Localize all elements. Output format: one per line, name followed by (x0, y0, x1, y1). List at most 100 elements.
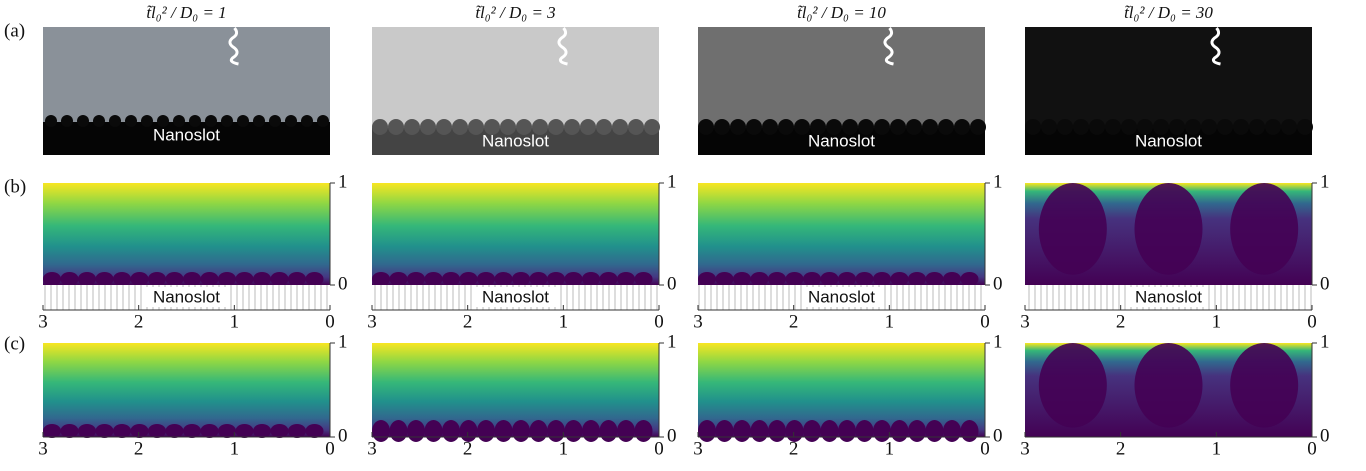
droplet (1057, 119, 1073, 135)
plume (477, 272, 495, 286)
droplet (516, 119, 532, 135)
plume (270, 424, 289, 438)
plume (424, 420, 443, 442)
colorbar-tick-label: 0 (338, 425, 348, 446)
droplet (61, 115, 73, 127)
droplet (173, 115, 185, 127)
droplet (906, 119, 922, 135)
droplet (970, 119, 986, 135)
droplet (858, 119, 874, 135)
droplet (954, 119, 970, 135)
plume (113, 424, 131, 438)
plume (908, 420, 926, 442)
plume (218, 424, 236, 438)
plume (235, 424, 254, 438)
droplet (125, 115, 137, 127)
x-tick-label: 3 (693, 311, 703, 332)
plume (389, 420, 408, 442)
droplet (372, 119, 388, 135)
field (43, 343, 330, 437)
droplet (826, 119, 842, 135)
droplet (938, 119, 954, 135)
droplet (500, 119, 516, 135)
wave-arrow (883, 27, 894, 66)
plume (253, 272, 271, 286)
plume (634, 420, 653, 442)
plume (424, 272, 443, 286)
plume (617, 420, 635, 442)
droplet (436, 119, 452, 135)
droplet (564, 119, 580, 135)
droplet (532, 119, 548, 135)
colorbar-tick-label: 1 (667, 331, 677, 352)
droplet (109, 115, 121, 127)
droplet (922, 119, 938, 135)
slot-label-bg (801, 287, 882, 307)
field (372, 183, 659, 285)
plume (838, 420, 856, 442)
droplet (420, 119, 436, 135)
plume (855, 272, 874, 286)
photo-slot (698, 128, 985, 155)
plume (200, 272, 219, 286)
x-tick-label: 0 (1307, 438, 1317, 459)
plume (750, 420, 769, 442)
x-tick-label: 2 (1116, 311, 1126, 332)
plume (1134, 343, 1203, 428)
droplet (221, 115, 233, 127)
droplet (548, 119, 564, 135)
droplet (714, 119, 730, 135)
droplet (93, 115, 105, 127)
droplet (596, 119, 612, 135)
plume (820, 272, 839, 286)
droplet (874, 119, 890, 135)
colorbar-tick-label: 1 (993, 331, 1003, 352)
plume (494, 420, 513, 442)
colorbar-tick-label: 1 (1320, 171, 1330, 192)
droplet (1233, 119, 1249, 135)
slot-label: Nanoslot (153, 125, 220, 144)
plume (253, 424, 271, 438)
plume (512, 272, 530, 286)
plume (200, 424, 219, 438)
plume (78, 272, 96, 286)
plume (820, 420, 839, 442)
droplet (452, 119, 468, 135)
droplet (1089, 119, 1105, 135)
droplet (698, 119, 714, 135)
plume (925, 420, 944, 442)
slot-label-bg (475, 287, 556, 307)
x-tick-label: 3 (38, 311, 48, 332)
droplet (1137, 119, 1153, 135)
plume (477, 420, 495, 442)
droplet (189, 115, 201, 127)
x-tick-label: 3 (1020, 311, 1030, 332)
row-label: (c) (4, 333, 25, 354)
plume (768, 420, 786, 442)
x-tick-label: 1 (1212, 311, 1222, 332)
plume (235, 272, 254, 286)
plume (715, 272, 734, 286)
droplet (157, 115, 169, 127)
plume (1230, 183, 1299, 275)
x-tick-label: 0 (654, 438, 664, 459)
plume (908, 272, 926, 286)
plume (270, 272, 289, 286)
plume (78, 424, 96, 438)
x-tick-label: 2 (463, 438, 473, 459)
plume (943, 420, 961, 442)
x-tick-label: 2 (134, 438, 144, 459)
droplet (778, 119, 794, 135)
x-tick-label: 2 (789, 311, 799, 332)
plume (494, 272, 513, 286)
x-tick-label: 0 (980, 438, 990, 459)
slot-label: Nanoslot (1135, 131, 1202, 150)
droplet (1281, 119, 1297, 135)
slot-label: Nanoslot (482, 287, 549, 306)
plume (1230, 343, 1299, 428)
plume (733, 420, 751, 442)
plume (148, 424, 166, 438)
wave-arrow (228, 27, 239, 66)
